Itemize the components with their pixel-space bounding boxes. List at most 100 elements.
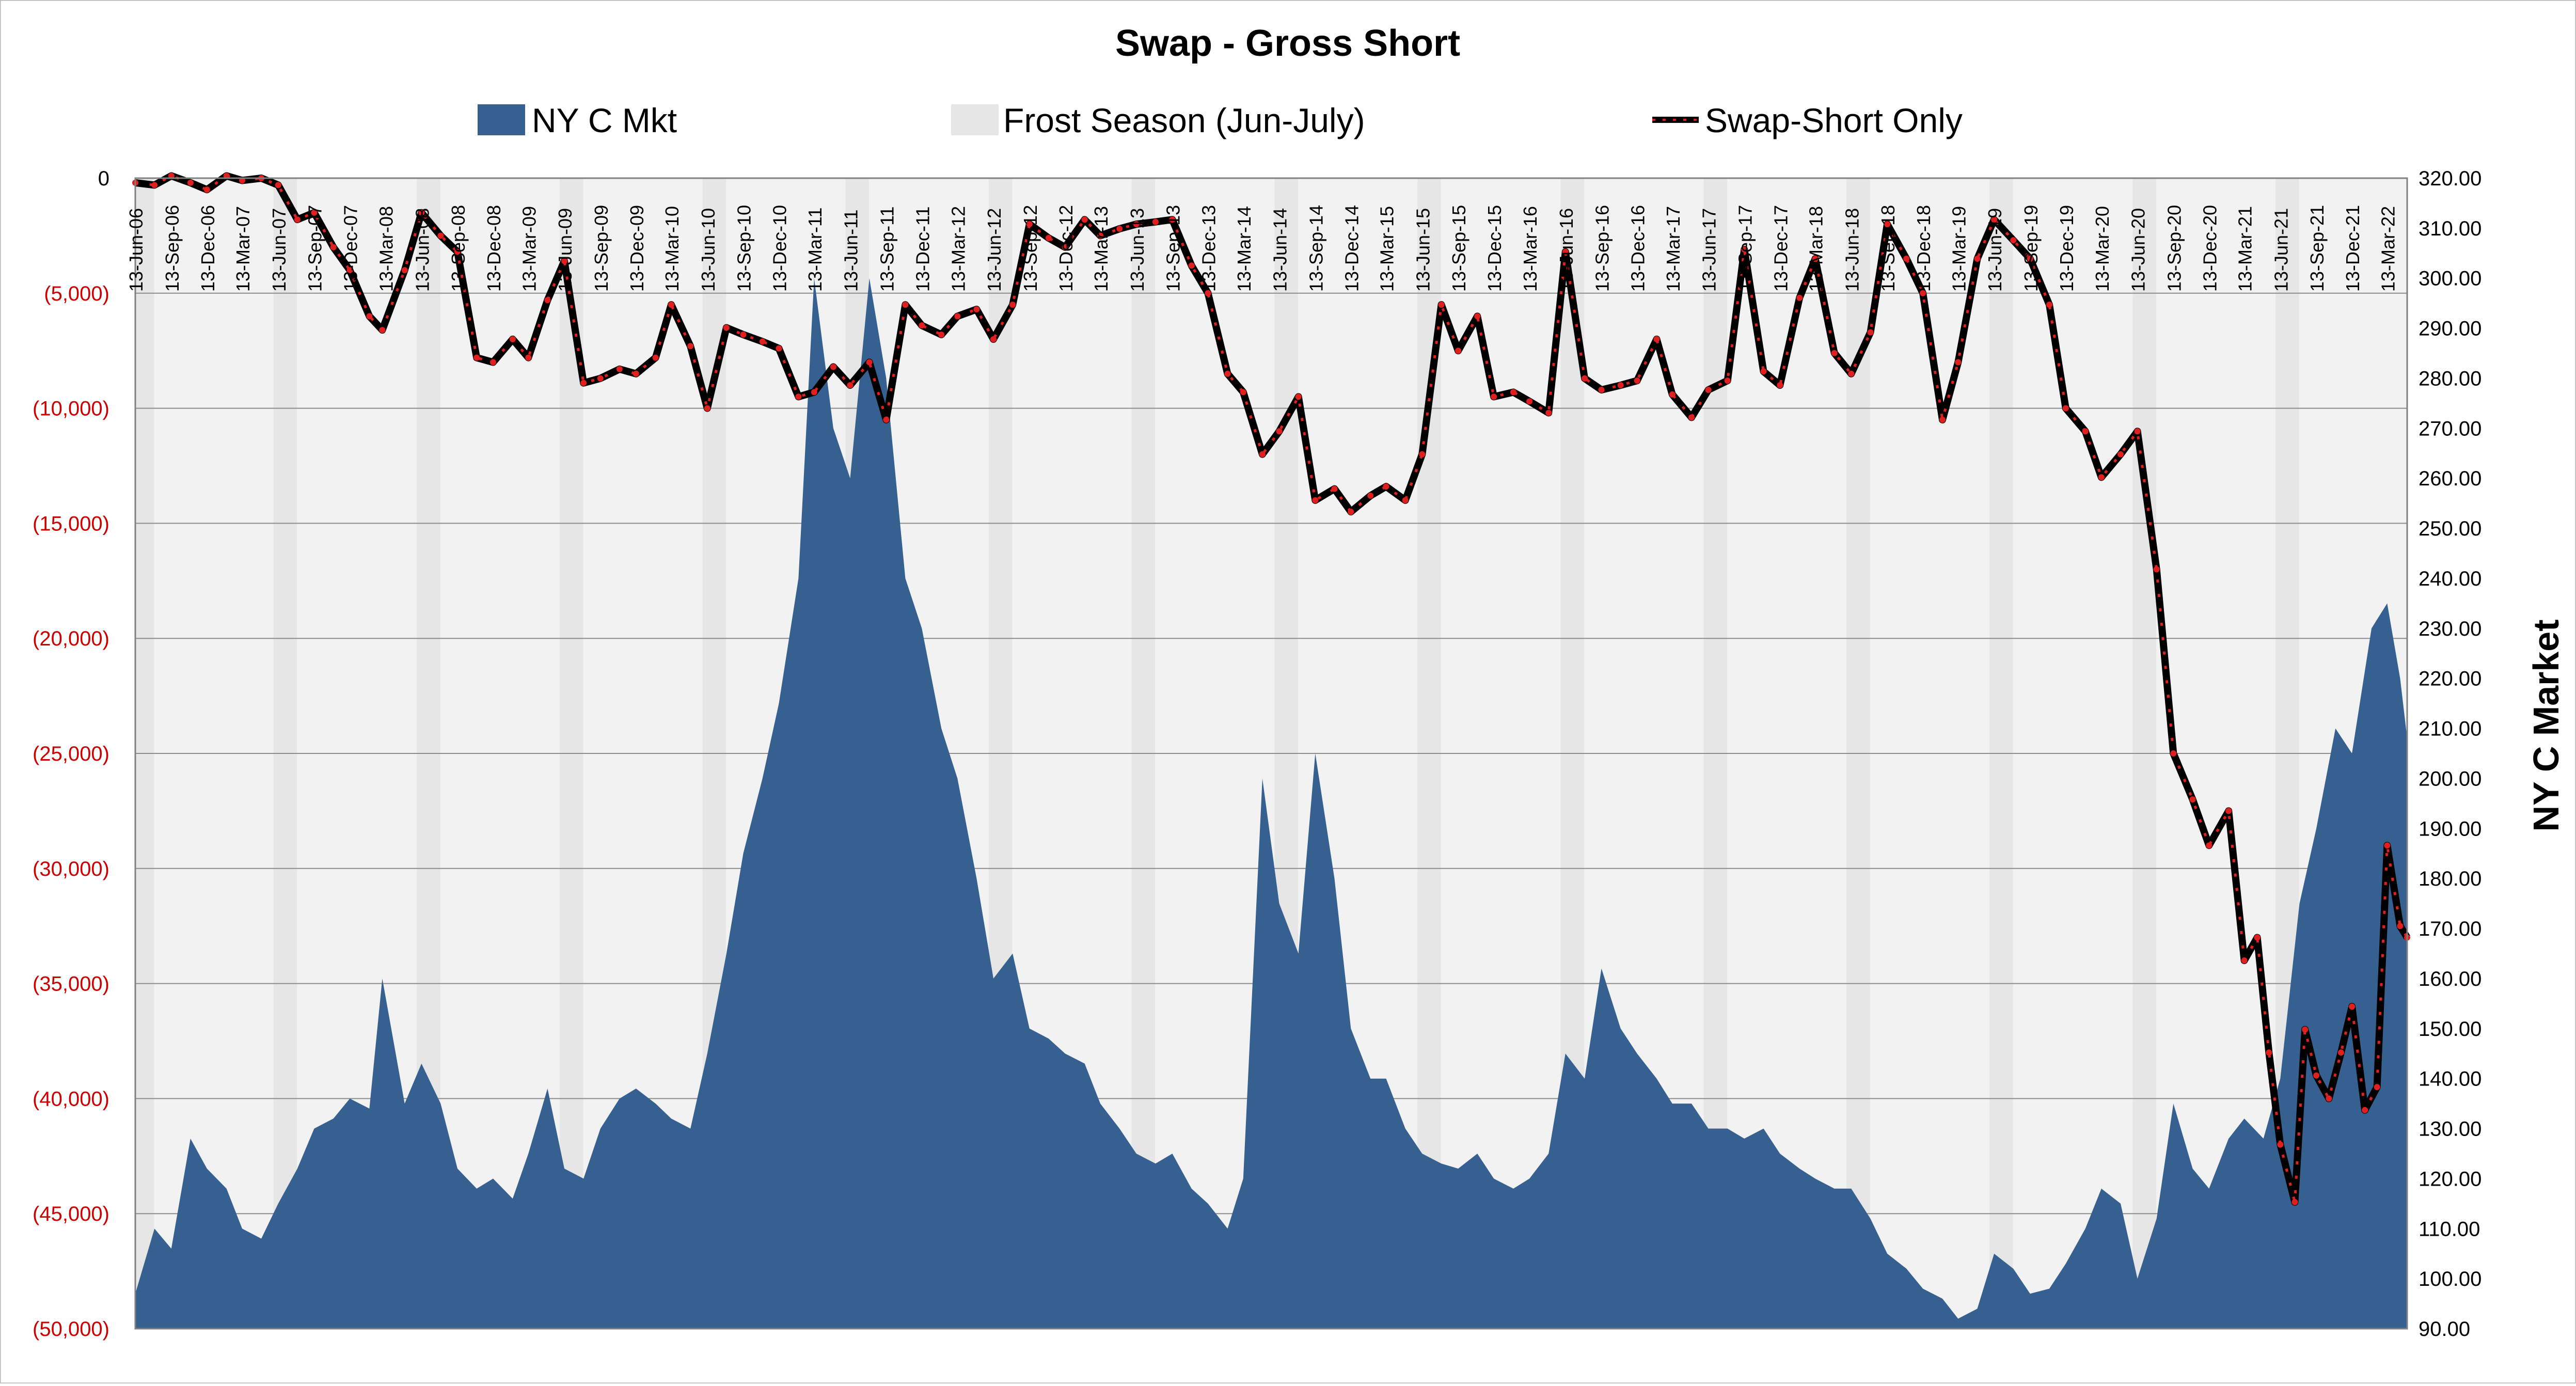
right-axis-tick-label: 280.00 [2419,367,2482,390]
swap-short-point [1884,221,1891,228]
swap-short-point [1045,234,1052,241]
swap-short-point [2062,405,2069,412]
swap-short-point [811,389,817,396]
plot-frame [134,177,2408,1330]
swap-short-point [1474,313,1481,320]
x-axis-tick-label: 13-Sep-10 [734,205,755,292]
swap-short-point [759,338,766,345]
swap-short-point [1169,216,1176,223]
x-axis-tick-label: 13-Mar-08 [376,206,397,292]
x-axis-tick-label: 13-Jun-14 [1270,208,1291,292]
swap-short-point [866,359,873,366]
x-axis-tick-label: 13-Mar-20 [2092,206,2113,292]
swap-short-point [1796,294,1803,301]
swap-short-point [1653,336,1660,342]
swap-short-point [2337,1049,2344,1056]
swap-short-point [2170,750,2177,757]
x-axis-tick-label: 13-Mar-21 [2235,206,2256,292]
right-axis-tick-label: 260.00 [2419,467,2482,490]
swap-short-point [203,186,210,193]
x-axis-tick-label: 13-Dec-12 [1055,205,1077,292]
swap-short-point [1188,262,1195,269]
x-axis-tick-label: 13-Mar-14 [1234,206,1255,292]
x-axis-tick-label: 13-Sep-18 [1877,205,1899,292]
x-axis-tick-label: 13-Jun-21 [2270,208,2291,292]
swap-short-point [1777,382,1783,388]
x-axis-tick-label: 13-Jun-10 [698,208,719,292]
swap-short-point [1598,387,1605,393]
swap-short-point [1491,393,1497,400]
swap-short-point [2027,256,2033,262]
swap-short-point [401,267,408,274]
x-axis-tick-label: 13-Mar-13 [1091,206,1112,292]
x-axis-tick-label: 13-Dec-07 [340,205,361,292]
x-axis-tick-label: 13-Sep-17 [1734,205,1756,292]
x-axis-tick-label: 13-Sep-20 [2163,205,2185,292]
x-axis-tick-label: 13-Jun-18 [1841,208,1862,292]
right-axis-tick-label: 140.00 [2419,1068,2482,1091]
swap-short-point [1133,221,1140,228]
swap-short-point [1116,226,1123,232]
x-axis-tick-label: 13-Jun-19 [1984,208,2005,292]
swap-short-point [1295,393,1302,400]
x-axis-tick-label: 13-Sep-15 [1448,205,1469,292]
x-axis-tick-label: 13-Jun-11 [841,210,862,292]
swap-short-point [1741,246,1748,253]
right-axis-tick-label: 290.00 [2419,318,2482,340]
x-axis-tick-label: 13-Mar-07 [232,206,254,292]
x-axis-tick-label: 13-Mar-15 [1377,206,1398,292]
x-axis-tick-label: 13-Sep-08 [448,205,469,292]
swap-short-point [2397,923,2404,930]
swap-short-point [2302,1026,2309,1033]
swap-short-point [1205,290,1211,296]
left-axis-tick-label: (5,000) [44,282,109,305]
swap-short-point [1634,377,1640,384]
swap-short-point [1367,492,1374,499]
right-axis-tick-label: 160.00 [2419,968,2482,990]
left-axis-tick-label: (50,000) [33,1318,109,1341]
swap-short-point [1903,256,1910,262]
x-axis-tick-label: 13-Mar-09 [518,206,540,292]
swap-short-point [1152,218,1159,225]
swap-short-point [1974,256,1981,262]
swap-short-point [1224,370,1231,377]
swap-short-point [1510,389,1516,396]
swap-short-point [1312,497,1319,503]
swap-short-point [366,313,373,320]
swap-short-point [2277,1141,2284,1148]
swap-short-point [1331,485,1338,492]
swap-short-point [1062,244,1068,250]
x-axis-tick-label: 13-Jun-13 [1127,208,1148,292]
swap-short-point [490,359,496,366]
swap-short-point [902,302,909,308]
swap-short-point [2241,957,2248,964]
swap-short-point [1920,290,1926,296]
axes: (50,000) (45,000) (40,000) (35,000) (30,000)… [33,167,2482,1341]
x-axis-tick-label: 13-Jun-20 [2128,208,2149,292]
x-axis-tick-label: 13-Sep-12 [1020,205,1041,292]
right-axis-tick-label: 190.00 [2419,817,2482,840]
swap-short-point [2384,842,2391,849]
swap-short-point [2254,934,2261,941]
x-axis-tick-label: 13-Mar-10 [661,206,683,292]
right-axis-label: NY C Market [2526,619,2566,831]
x-axis-tick-label: 13-Sep-13 [1163,205,1184,292]
right-axis-tick-label: 120.00 [2419,1168,2482,1190]
swap-short-point [2349,1003,2356,1010]
x-axis-tick-label: 13-Sep-21 [2306,205,2328,292]
swap-short-point [1081,216,1088,223]
swap-short-point [883,416,890,423]
left-axis-tick-label: (35,000) [33,973,109,996]
swap-short-point [973,306,980,312]
swap-short-point [275,182,281,188]
swap-short-point [954,313,961,320]
right-axis-tick-label: 320.00 [2419,167,2482,190]
swap-short-point [938,332,945,338]
swap-short-point [1240,389,1246,396]
x-axis-tick-label: 13-Dec-13 [1198,205,1220,292]
x-axis-tick-label: 13-Jun-12 [984,208,1005,292]
x-axis-tick-label: 13-Dec-06 [197,205,218,292]
legend-label: NY C Mkt [532,101,677,139]
swap-short-point [1760,368,1767,375]
swap-short-point [2046,302,2052,308]
